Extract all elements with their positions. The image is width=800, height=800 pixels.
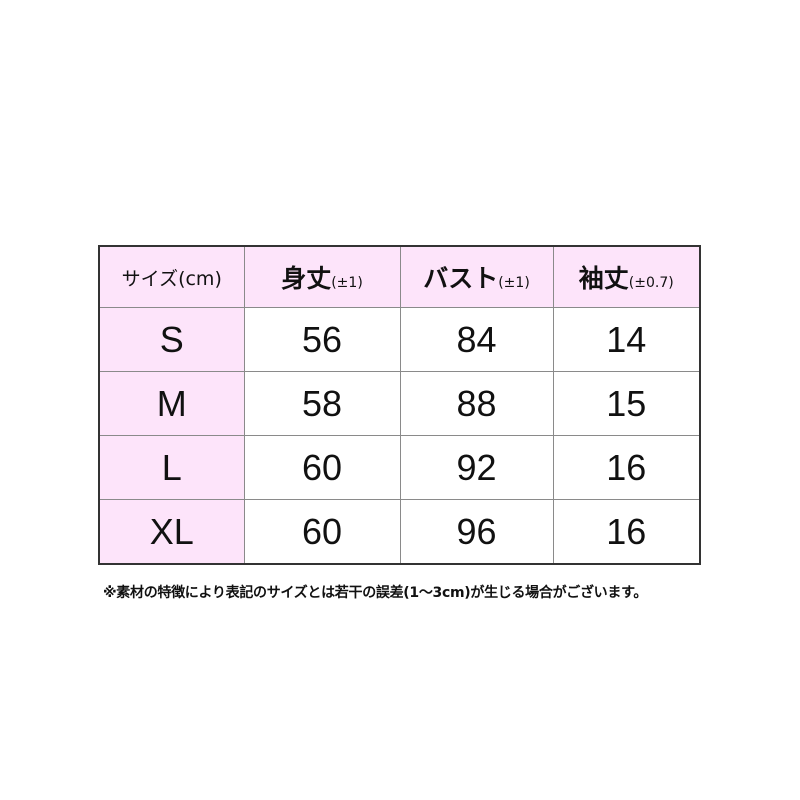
size-cell: M [98,371,245,436]
header-size: サイズ(cm) [98,245,245,308]
table-row: M 58 88 15 [98,371,701,436]
table-row: S 56 84 14 [98,307,701,372]
length-cell: 60 [243,499,401,565]
sleeve-cell: 16 [552,499,701,565]
size-disclaimer-note: ※素材の特徴により表記のサイズとは若干の誤差(1～3cm)が生じる場合がございま… [103,585,648,601]
sleeve-cell: 15 [552,371,701,436]
header-length: 身丈(±1) [243,245,401,308]
bust-cell: 96 [399,499,554,565]
table-row: XL 60 96 16 [98,499,701,565]
size-chart-table: サイズ(cm) 身丈(±1) バスト(±1) 袖丈(±0.7) S 56 84 … [98,245,701,565]
length-cell: 60 [243,435,401,500]
bust-cell: 92 [399,435,554,500]
bust-cell: 84 [399,307,554,372]
header-sleeve: 袖丈(±0.7) [552,245,701,308]
length-cell: 58 [243,371,401,436]
table-row: L 60 92 16 [98,435,701,500]
sleeve-cell: 14 [552,307,701,372]
length-cell: 56 [243,307,401,372]
size-cell: XL [98,499,245,565]
header-row: サイズ(cm) 身丈(±1) バスト(±1) 袖丈(±0.7) [98,245,701,308]
bust-cell: 88 [399,371,554,436]
header-bust: バスト(±1) [399,245,554,308]
sleeve-cell: 16 [552,435,701,500]
size-cell: S [98,307,245,372]
size-cell: L [98,435,245,500]
